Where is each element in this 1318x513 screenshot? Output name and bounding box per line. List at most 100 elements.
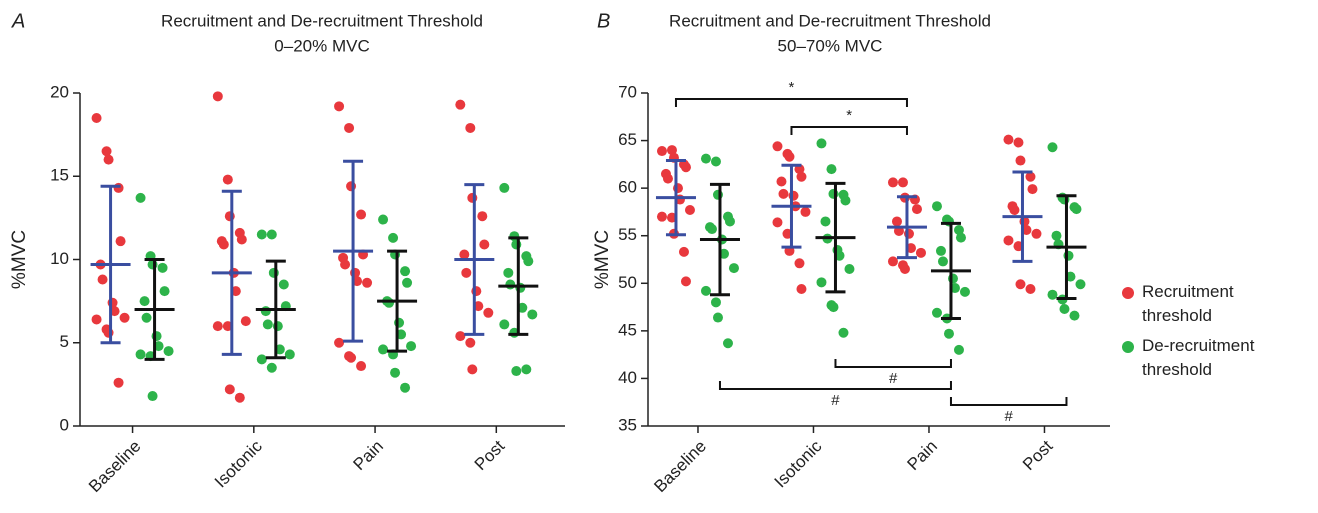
data-point [678,246,689,257]
data-point [465,337,476,348]
annotation: # [831,392,840,409]
data-point [240,316,251,327]
bracket [949,397,1068,406]
data-point [115,236,126,247]
data-point [959,286,970,297]
data-point [680,276,691,287]
data-point [1051,230,1062,241]
data-point [218,239,229,250]
data-point [899,264,910,275]
bracket [718,381,952,390]
data-point [483,307,494,318]
data-point [1075,279,1086,290]
data-point [680,162,691,173]
data-point [728,263,739,274]
x-tick-label: Baseline [85,437,145,497]
data-point [527,309,538,320]
y-tick-label: 35 [618,415,637,434]
y-tick-label: 0 [60,415,69,434]
legend-label: Recruitment threshold [1142,282,1234,325]
x-tick-label: Pain [350,437,387,474]
data-point [1059,303,1070,314]
data-point [499,182,510,193]
data-point [891,216,902,227]
data-point [159,286,170,297]
data-point [684,205,695,216]
panel-label: A [11,10,25,32]
data-point [388,232,399,243]
data-point [1027,184,1038,195]
y-tick-label: 50 [618,273,637,292]
data-point [390,367,401,378]
panel-label: B [597,10,610,32]
data-point [828,302,839,313]
y-tick-label: 5 [60,332,69,351]
data-point [505,279,516,290]
x-tick-label: Pain [903,437,940,474]
data-point [477,211,488,222]
data-point [266,229,277,240]
y-tick-label: 60 [618,178,637,197]
y-tick-label: 10 [50,249,69,268]
data-point [119,312,130,323]
data-point [656,146,667,157]
data-point [461,267,472,278]
data-point [826,164,837,175]
data-point [710,297,721,308]
data-point [1015,279,1026,290]
data-point [256,354,267,365]
data-point [935,245,946,256]
x-tick-label: Isotonic [771,436,826,491]
data-point [266,362,277,373]
y-tick-label: 15 [50,166,69,185]
y-tick-label: 40 [618,368,637,387]
chart-title: Recruitment and De-recruitment Threshold [161,11,483,30]
data-point [772,217,783,228]
y-tick-label: 65 [618,130,637,149]
data-point [656,211,667,222]
annotation: # [1005,408,1014,425]
data-point [838,327,849,338]
bracket [790,126,908,135]
data-point [212,91,223,102]
data-point [1003,235,1014,246]
data-point [772,141,783,152]
data-point [101,146,112,157]
data-point [666,145,677,156]
legend-marker [1122,341,1134,353]
data-point [400,382,411,393]
data-point [147,391,158,402]
data-point [521,364,532,375]
data-point [1025,171,1036,182]
data-point [499,319,510,330]
legend-label: De-recruitment threshold [1142,336,1255,379]
data-point [953,344,964,355]
data-point [1069,310,1080,321]
data-point [459,249,470,260]
legend-marker [1122,287,1134,299]
data-point [284,349,295,360]
data-point [1009,205,1020,216]
data-point [236,234,247,245]
data-point [135,349,146,360]
data-point [135,192,146,203]
data-point [897,177,908,188]
data-point [400,266,411,277]
data-point [378,214,389,225]
annotation: # [889,370,898,387]
data-point [91,112,102,123]
y-tick-label: 70 [618,82,637,101]
data-point [778,188,789,199]
data-point [91,314,102,325]
data-point [816,277,827,288]
data-point [356,361,367,372]
data-point [113,182,124,193]
data-point [820,216,831,227]
data-point [776,176,787,187]
bracket [834,359,952,368]
y-axis-label: %MVC [9,230,30,289]
data-point [362,277,373,288]
data-point [700,153,711,164]
data-point [113,377,124,388]
